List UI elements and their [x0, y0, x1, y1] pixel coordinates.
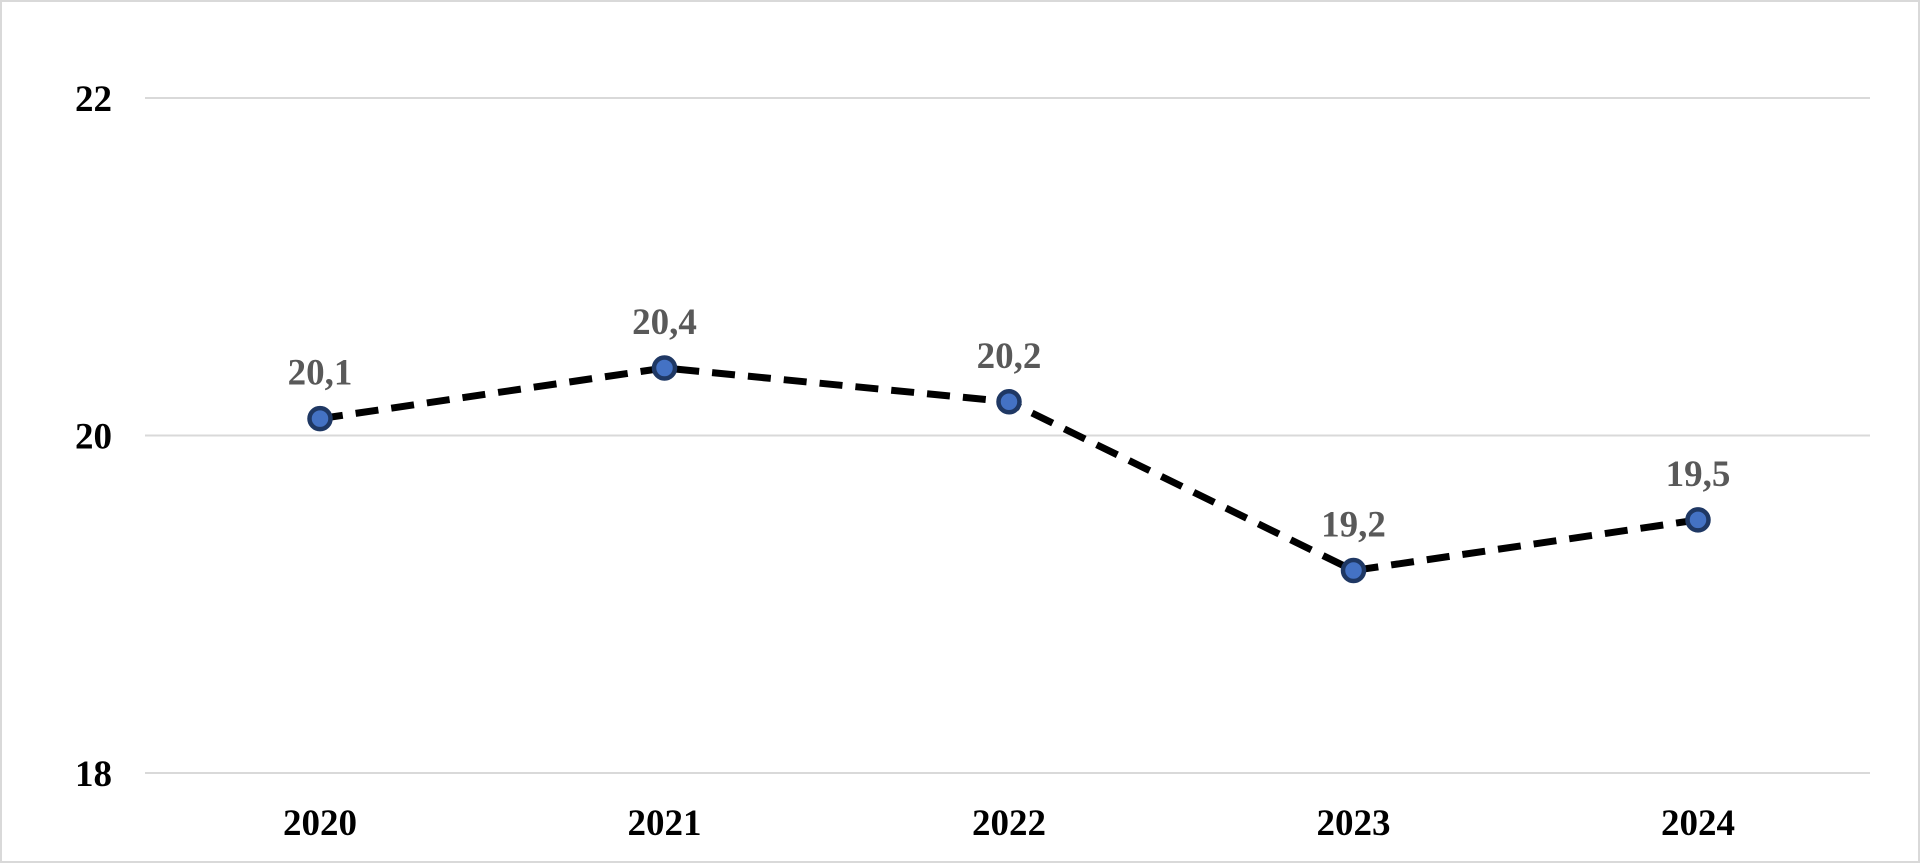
data-point-marker-2020 — [307, 405, 333, 432]
x-axis-label-2021: 2021 — [628, 803, 702, 844]
x-axis-label-2023: 2023 — [1317, 803, 1391, 844]
data-point-marker-2023 — [1340, 557, 1367, 584]
y-tick-label-20: 20 — [75, 417, 112, 458]
data-label-2024: 19,5 — [1666, 454, 1731, 495]
y-tick-label-18: 18 — [75, 754, 112, 795]
x-axis-label-2022: 2022 — [972, 803, 1046, 844]
data-point-marker-2021 — [651, 355, 678, 381]
data-label-2020: 20,1 — [288, 353, 353, 394]
y-tick-label-22: 22 — [75, 79, 112, 120]
data-label-2021: 20,4 — [632, 302, 697, 343]
data-label-2023: 19,2 — [1321, 505, 1386, 546]
data-label-2022: 20,2 — [977, 336, 1042, 377]
x-axis-label-2024: 2024 — [1661, 803, 1735, 844]
data-point-marker-2024 — [1685, 507, 1711, 533]
data-point-marker-2022 — [996, 389, 1022, 415]
x-axis-label-2020: 2020 — [283, 803, 357, 844]
